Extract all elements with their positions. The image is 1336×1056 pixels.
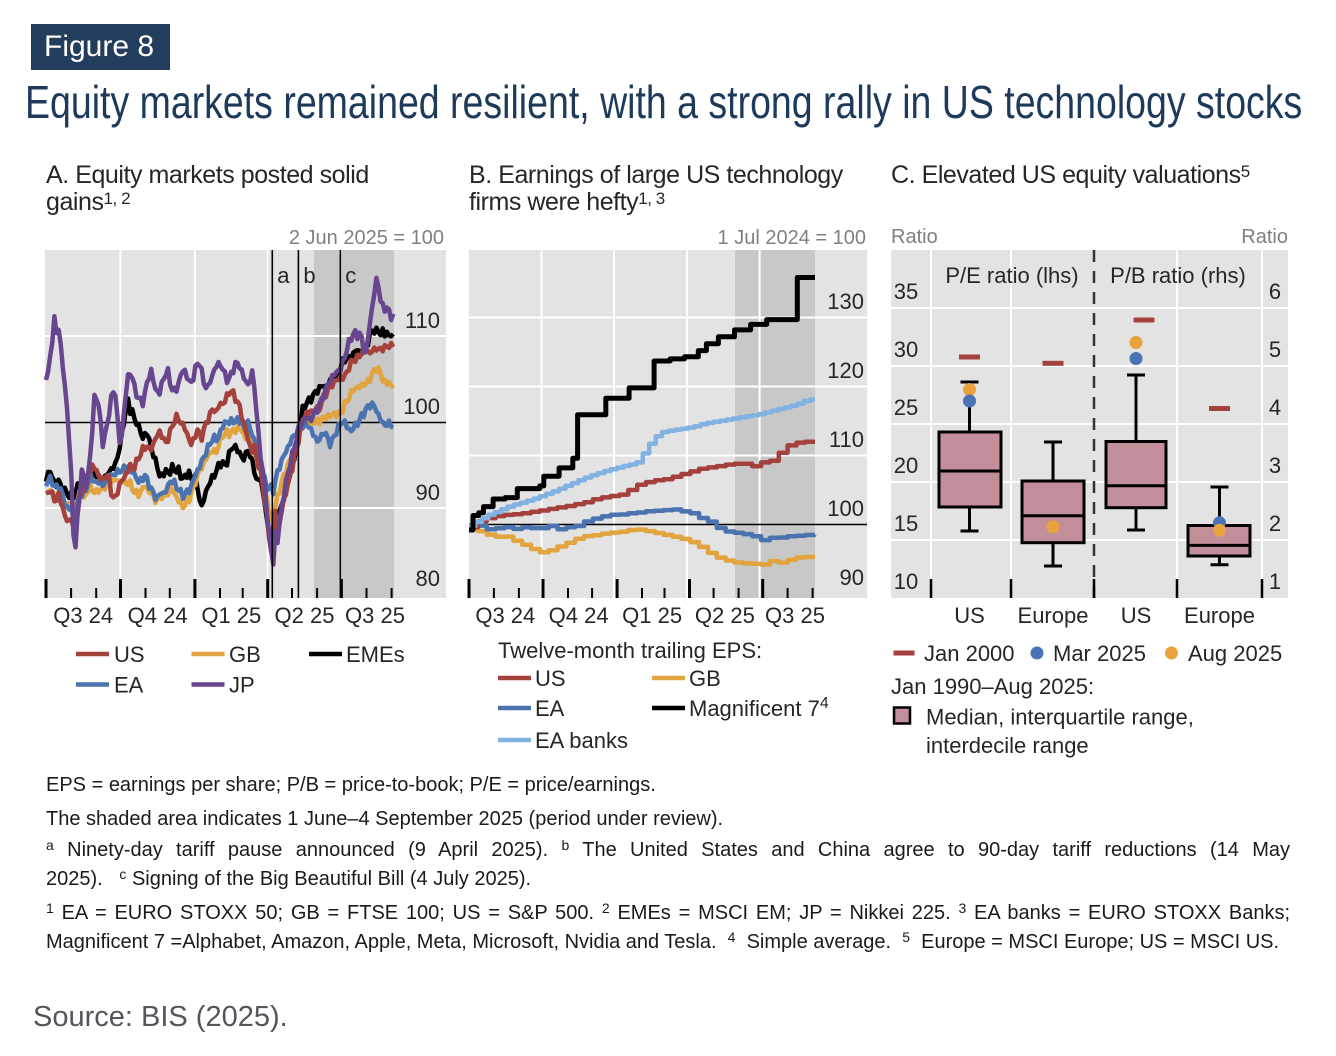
- svg-text:Q1 25: Q1 25: [622, 603, 682, 628]
- svg-text:a: a: [277, 263, 290, 288]
- svg-text:20: 20: [894, 453, 918, 478]
- svg-text:5: 5: [1269, 337, 1281, 362]
- svg-text:Median, interquartile range,: Median, interquartile range,: [926, 705, 1194, 730]
- svg-text:P/B ratio (rhs): P/B ratio (rhs): [1110, 263, 1246, 288]
- svg-text:15: 15: [894, 511, 918, 536]
- svg-text:EA: EA: [535, 696, 565, 721]
- svg-text:30: 30: [894, 337, 918, 362]
- svg-text:4: 4: [1269, 395, 1281, 420]
- svg-text:100: 100: [403, 394, 440, 419]
- svg-text:6: 6: [1269, 279, 1281, 304]
- svg-text:130: 130: [827, 289, 864, 314]
- svg-text:EA banks: EA banks: [535, 728, 628, 753]
- svg-text:Q3 25: Q3 25: [765, 603, 825, 628]
- svg-text:Europe: Europe: [1018, 603, 1089, 628]
- svg-text:b: b: [303, 263, 315, 288]
- svg-text:Jan 1990–Aug 2025:: Jan 1990–Aug 2025:: [891, 674, 1094, 699]
- svg-text:1 Jul 2024 = 100: 1 Jul 2024 = 100: [718, 227, 866, 249]
- svg-text:Q3 24: Q3 24: [53, 603, 113, 628]
- svg-text:P/E ratio (lhs): P/E ratio (lhs): [945, 263, 1078, 288]
- svg-text:10: 10: [894, 569, 918, 594]
- svg-text:80: 80: [416, 566, 440, 591]
- svg-text:Q2 25: Q2 25: [695, 603, 755, 628]
- svg-text:Twelve-month trailing EPS:: Twelve-month trailing EPS:: [498, 638, 762, 663]
- svg-text:c: c: [345, 263, 356, 288]
- svg-text:Ratio: Ratio: [1241, 226, 1288, 248]
- svg-text:US: US: [1121, 603, 1152, 628]
- svg-text:25: 25: [894, 395, 918, 420]
- svg-text:Magnificent 74: Magnificent 74: [689, 695, 829, 721]
- svg-text:Q4 24: Q4 24: [549, 603, 609, 628]
- svg-text:90: 90: [840, 565, 864, 590]
- svg-text:Ratio: Ratio: [891, 226, 938, 248]
- svg-text:Q2 25: Q2 25: [275, 603, 335, 628]
- svg-text:GB: GB: [229, 642, 261, 667]
- svg-text:Mar 2025: Mar 2025: [1053, 641, 1146, 666]
- svg-text:Q3 24: Q3 24: [475, 603, 535, 628]
- svg-text:Jan 2000: Jan 2000: [924, 641, 1015, 666]
- svg-text:3: 3: [1269, 453, 1281, 478]
- svg-text:JP: JP: [229, 673, 255, 698]
- svg-text:Q4 24: Q4 24: [128, 603, 188, 628]
- svg-text:EA: EA: [114, 673, 144, 698]
- svg-text:120: 120: [827, 358, 864, 383]
- svg-text:Q1 25: Q1 25: [201, 603, 261, 628]
- svg-text:Aug 2025: Aug 2025: [1188, 641, 1282, 666]
- svg-text:110: 110: [405, 308, 440, 333]
- svg-text:2: 2: [1269, 511, 1281, 536]
- svg-text:GB: GB: [689, 666, 721, 691]
- svg-text:90: 90: [416, 480, 440, 505]
- svg-text:1: 1: [1269, 569, 1281, 594]
- svg-text:110: 110: [829, 427, 864, 452]
- svg-text:Q3 25: Q3 25: [345, 603, 405, 628]
- svg-text:35: 35: [894, 279, 918, 304]
- svg-text:EMEs: EMEs: [346, 642, 405, 667]
- svg-text:US: US: [954, 603, 985, 628]
- svg-text:100: 100: [827, 496, 864, 521]
- svg-text:Europe: Europe: [1184, 603, 1255, 628]
- svg-text:US: US: [535, 666, 566, 691]
- svg-text:interdecile range: interdecile range: [926, 733, 1089, 758]
- svg-text:US: US: [114, 642, 145, 667]
- svg-text:2 Jun 2025 = 100: 2 Jun 2025 = 100: [289, 227, 444, 249]
